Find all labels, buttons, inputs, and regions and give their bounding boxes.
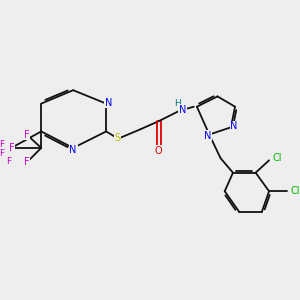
Text: F: F <box>8 143 14 153</box>
Text: N: N <box>230 121 238 131</box>
Text: N: N <box>203 130 211 141</box>
Text: F: F <box>0 140 4 149</box>
Text: N: N <box>179 105 186 115</box>
Text: F: F <box>6 157 11 166</box>
Text: Cl: Cl <box>290 186 300 196</box>
Text: S: S <box>114 133 121 142</box>
Text: F: F <box>0 148 4 158</box>
Text: O: O <box>155 146 163 156</box>
Text: N: N <box>104 98 112 108</box>
Text: F: F <box>24 158 30 167</box>
Text: Cl: Cl <box>273 153 282 163</box>
Text: H: H <box>174 99 181 108</box>
Text: N: N <box>70 145 77 155</box>
Text: F: F <box>24 130 30 140</box>
